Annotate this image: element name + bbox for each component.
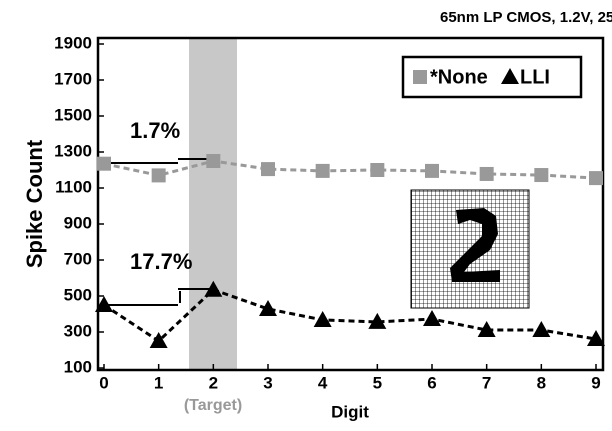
y-tick-label: 900 [64, 213, 92, 232]
x-tick-label: 2 [209, 373, 218, 392]
marker [534, 168, 549, 183]
marker [370, 163, 385, 177]
marker [315, 163, 330, 178]
marker [259, 299, 277, 316]
y-axis-title: Spike Count [22, 139, 47, 268]
x-tick-label: 1 [154, 373, 163, 392]
marker [97, 156, 111, 171]
y-tick-label: 300 [64, 321, 92, 340]
y-tick-label: 1300 [54, 141, 92, 160]
legend-label: LLI [520, 66, 550, 88]
y-tick-label: 100 [64, 357, 92, 376]
legend-label: *None [430, 66, 488, 88]
marker [413, 70, 427, 84]
annotation: 1.7% [130, 118, 180, 143]
x-axis-title: Digit [331, 402, 369, 421]
annotation-top: 65nm LP CMOS, 1.2V, 25°C [440, 9, 612, 26]
marker [204, 280, 223, 297]
y-tick-label: 1500 [54, 105, 92, 124]
y-tick-label: 1900 [54, 33, 92, 52]
x-tick-label: 7 [482, 373, 491, 392]
marker [261, 162, 275, 177]
legend-box [401, 55, 583, 99]
x-tick-label: 6 [427, 373, 436, 392]
series-line [103, 159, 597, 180]
x-tick-label: 3 [263, 373, 272, 392]
series-line [103, 287, 597, 343]
marker [95, 296, 113, 312]
marker [479, 166, 494, 181]
marker [149, 332, 168, 348]
y-tick-label: 1100 [55, 177, 92, 196]
marker [151, 168, 166, 183]
x-tick-label: 9 [591, 373, 600, 392]
x-tick-label: 5 [373, 373, 382, 392]
target-label: (Target) [184, 397, 242, 414]
marker [423, 310, 441, 327]
x-tick-label: 8 [537, 373, 546, 392]
marker [313, 310, 332, 327]
marker [425, 163, 439, 178]
y-tick-label: 700 [64, 249, 92, 268]
marker [589, 171, 603, 186]
digit-image [410, 189, 530, 309]
marker [368, 312, 387, 329]
y-tick-label: 1700 [54, 69, 92, 88]
marker [587, 330, 605, 347]
target-band [189, 38, 237, 370]
marker [206, 154, 221, 168]
y-tick-label: 500 [64, 285, 92, 304]
x-tick-label: 4 [318, 373, 328, 392]
annotation-arrows [104, 158, 212, 306]
marker [477, 321, 496, 338]
marker [501, 68, 519, 84]
marker [532, 321, 551, 338]
annotation: 17.7% [130, 249, 192, 274]
plot-frame [96, 36, 605, 372]
x-tick-label: 0 [99, 373, 108, 392]
